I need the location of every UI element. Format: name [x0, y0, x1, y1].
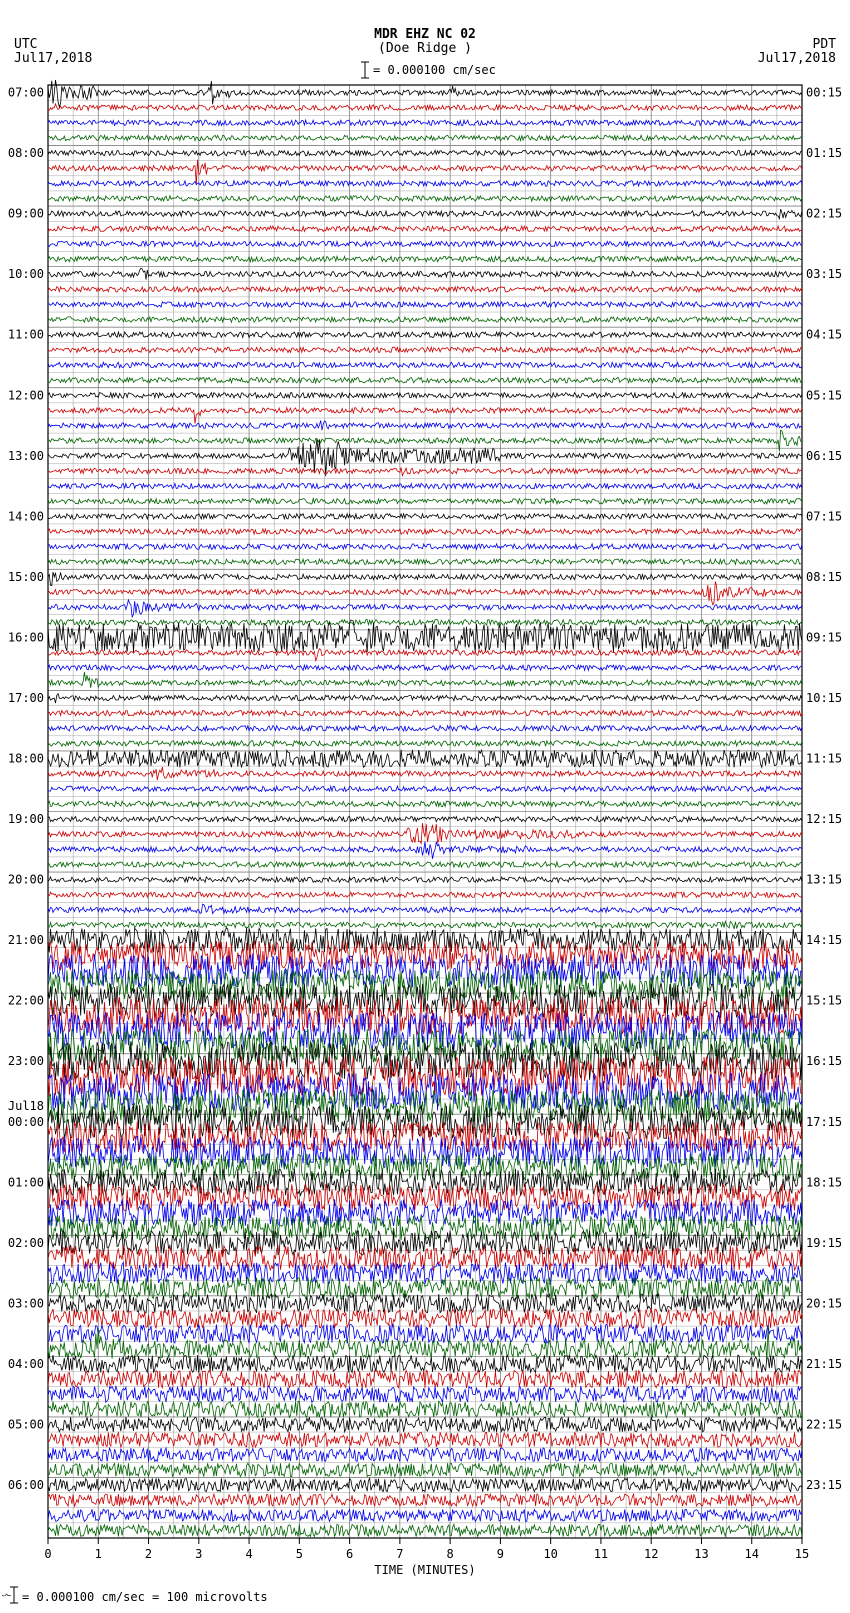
left-time-label: 13:00: [8, 449, 44, 463]
right-time-label: 19:15: [806, 1236, 842, 1250]
right-time-label: 02:15: [806, 207, 842, 221]
x-tick-label: 12: [644, 1547, 658, 1561]
x-tick-label: 5: [296, 1547, 303, 1561]
right-time-label: 07:15: [806, 509, 842, 523]
x-tick-label: 9: [497, 1547, 504, 1561]
x-tick-label: 11: [594, 1547, 608, 1561]
left-time-label: 20:00: [8, 873, 44, 887]
left-time-label: 17:00: [8, 691, 44, 705]
seismogram-plot: MDR EHZ NC 02(Doe Ridge ) = 0.000100 cm/…: [0, 0, 850, 1613]
left-time-label: 02:00: [8, 1236, 44, 1250]
right-time-label: 00:15: [806, 86, 842, 100]
right-time-label: 04:15: [806, 328, 842, 342]
x-tick-label: 1: [95, 1547, 102, 1561]
left-time-label: 03:00: [8, 1296, 44, 1310]
right-time-label: 18:15: [806, 1175, 842, 1189]
right-time-label: 14:15: [806, 933, 842, 947]
right-time-label: 21:15: [806, 1357, 842, 1371]
left-time-label: 19:00: [8, 812, 44, 826]
left-time-label: 12:00: [8, 388, 44, 402]
left-time-label: 11:00: [8, 328, 44, 342]
right-time-label: 10:15: [806, 691, 842, 705]
left-time-label: 04:00: [8, 1357, 44, 1371]
left-time-label: 00:00: [8, 1115, 44, 1129]
right-time-label: 01:15: [806, 146, 842, 160]
right-tz-label: PDT: [813, 37, 837, 52]
left-time-label: 06:00: [8, 1478, 44, 1492]
left-time-label: Jul18: [8, 1099, 44, 1113]
right-time-label: 13:15: [806, 873, 842, 887]
left-time-label: 01:00: [8, 1175, 44, 1189]
x-tick-label: 13: [694, 1547, 708, 1561]
right-time-label: 20:15: [806, 1296, 842, 1310]
right-time-label: 22:15: [806, 1417, 842, 1431]
x-tick-label: 2: [145, 1547, 152, 1561]
scale-label: = 0.000100 cm/sec: [373, 63, 496, 77]
right-time-label: 15:15: [806, 994, 842, 1008]
station-id: MDR EHZ NC 02: [374, 27, 476, 42]
right-time-label: 09:15: [806, 630, 842, 644]
x-tick-label: 10: [543, 1547, 557, 1561]
x-tick-label: 7: [396, 1547, 403, 1561]
x-tick-label: 4: [245, 1547, 252, 1561]
left-time-label: 18:00: [8, 752, 44, 766]
seismogram-container: MDR EHZ NC 02(Doe Ridge ) = 0.000100 cm/…: [0, 0, 850, 1613]
left-time-label: 07:00: [8, 86, 44, 100]
right-time-label: 12:15: [806, 812, 842, 826]
left-time-label: 05:00: [8, 1417, 44, 1431]
x-axis-label: TIME (MINUTES): [374, 1563, 475, 1577]
x-tick-label: 15: [795, 1547, 809, 1561]
right-time-label: 16:15: [806, 1054, 842, 1068]
left-time-label: 08:00: [8, 146, 44, 160]
footer-scale-note: = 0.000100 cm/sec = 100 microvolts: [22, 1590, 268, 1604]
right-time-label: 17:15: [806, 1115, 842, 1129]
x-tick-label: 14: [745, 1547, 759, 1561]
right-time-label: 03:15: [806, 267, 842, 281]
right-time-label: 23:15: [806, 1478, 842, 1492]
left-time-label: 22:00: [8, 994, 44, 1008]
left-time-label: 14:00: [8, 509, 44, 523]
left-time-label: 15:00: [8, 570, 44, 584]
station-name: (Doe Ridge ): [378, 41, 472, 56]
right-time-label: 05:15: [806, 388, 842, 402]
right-time-label: 08:15: [806, 570, 842, 584]
left-date-label: Jul17,2018: [14, 51, 92, 66]
left-time-label: 21:00: [8, 933, 44, 947]
right-time-label: 06:15: [806, 449, 842, 463]
left-time-label: 16:00: [8, 630, 44, 644]
left-tz-label: UTC: [14, 37, 37, 52]
left-time-label: 09:00: [8, 207, 44, 221]
x-tick-label: 3: [195, 1547, 202, 1561]
left-time-label: 23:00: [8, 1054, 44, 1068]
x-tick-label: 8: [447, 1547, 454, 1561]
x-tick-label: 6: [346, 1547, 353, 1561]
left-time-label: 10:00: [8, 267, 44, 281]
right-date-label: Jul17,2018: [758, 51, 836, 66]
x-tick-label: 0: [44, 1547, 51, 1561]
right-time-label: 11:15: [806, 752, 842, 766]
